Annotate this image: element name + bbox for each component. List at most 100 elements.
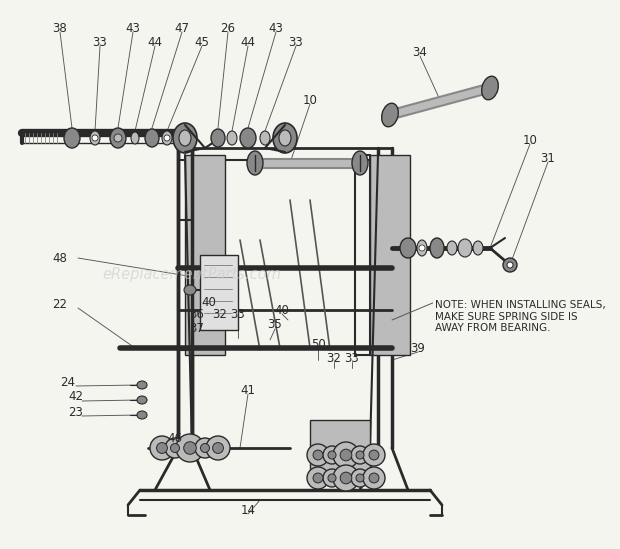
Text: 46: 46 — [167, 432, 182, 445]
Circle shape — [333, 442, 359, 468]
Circle shape — [323, 446, 341, 464]
Circle shape — [323, 469, 341, 487]
Circle shape — [307, 467, 329, 489]
Circle shape — [363, 467, 385, 489]
Text: NOTE: WHEN INSTALLING SEALS,
MAKE SURE SPRING SIDE IS
AWAY FROM BEARING.: NOTE: WHEN INSTALLING SEALS, MAKE SURE S… — [435, 300, 606, 333]
Ellipse shape — [247, 151, 263, 175]
Circle shape — [150, 436, 174, 460]
Ellipse shape — [90, 131, 100, 145]
Circle shape — [184, 442, 197, 455]
Circle shape — [313, 450, 323, 460]
Text: 44: 44 — [241, 36, 255, 48]
Ellipse shape — [64, 128, 80, 148]
Text: 38: 38 — [53, 21, 68, 35]
Circle shape — [328, 474, 336, 482]
Circle shape — [307, 444, 329, 466]
Circle shape — [195, 438, 215, 458]
Text: 44: 44 — [148, 36, 162, 48]
Text: 32: 32 — [213, 309, 228, 322]
Text: 22: 22 — [53, 299, 68, 311]
Text: 10: 10 — [523, 133, 538, 147]
Circle shape — [213, 442, 223, 453]
Ellipse shape — [279, 130, 291, 146]
Circle shape — [340, 472, 352, 484]
Circle shape — [200, 444, 210, 452]
Text: 34: 34 — [412, 46, 427, 59]
Text: 23: 23 — [69, 406, 84, 418]
Circle shape — [351, 469, 369, 487]
Circle shape — [176, 434, 204, 462]
Ellipse shape — [145, 129, 159, 147]
Ellipse shape — [352, 151, 368, 175]
Circle shape — [157, 442, 167, 453]
Text: 37: 37 — [190, 322, 205, 334]
Text: 33: 33 — [231, 309, 246, 322]
Bar — [200, 255, 238, 330]
Circle shape — [333, 465, 359, 491]
Text: 39: 39 — [410, 341, 425, 355]
Ellipse shape — [227, 131, 237, 145]
Text: 24: 24 — [61, 376, 76, 389]
Ellipse shape — [184, 285, 196, 295]
Circle shape — [363, 444, 385, 466]
Ellipse shape — [211, 129, 225, 147]
Circle shape — [206, 436, 230, 460]
Circle shape — [340, 449, 352, 461]
Circle shape — [356, 451, 364, 459]
Text: 36: 36 — [190, 309, 205, 322]
Text: 43: 43 — [268, 21, 283, 35]
Text: 47: 47 — [174, 21, 190, 35]
Bar — [310, 420, 370, 475]
Text: 50: 50 — [311, 339, 326, 351]
Ellipse shape — [137, 411, 147, 419]
Ellipse shape — [131, 132, 139, 144]
Circle shape — [369, 450, 379, 460]
Text: 42: 42 — [68, 390, 84, 404]
Circle shape — [313, 473, 323, 483]
Circle shape — [369, 473, 379, 483]
Ellipse shape — [430, 238, 444, 258]
Ellipse shape — [110, 128, 126, 148]
Ellipse shape — [240, 128, 256, 148]
Ellipse shape — [137, 396, 147, 404]
Text: 33: 33 — [289, 36, 303, 48]
Text: 40: 40 — [202, 295, 216, 309]
Bar — [370, 155, 410, 355]
Text: 33: 33 — [92, 36, 107, 48]
Text: 33: 33 — [345, 351, 360, 365]
Circle shape — [356, 474, 364, 482]
Ellipse shape — [400, 238, 416, 258]
Ellipse shape — [482, 76, 498, 100]
Ellipse shape — [473, 241, 483, 255]
Ellipse shape — [382, 103, 398, 127]
Circle shape — [503, 258, 517, 272]
Text: 43: 43 — [126, 21, 141, 35]
Ellipse shape — [417, 240, 427, 256]
Text: 35: 35 — [268, 318, 282, 332]
Ellipse shape — [273, 123, 297, 153]
Circle shape — [328, 451, 336, 459]
Text: 10: 10 — [303, 93, 317, 107]
Text: 32: 32 — [327, 351, 342, 365]
Text: 26: 26 — [221, 21, 236, 35]
Ellipse shape — [260, 131, 270, 145]
Circle shape — [165, 438, 185, 458]
Circle shape — [419, 245, 425, 251]
Text: 14: 14 — [241, 503, 255, 517]
Text: eReplacementParts.com: eReplacementParts.com — [102, 267, 281, 283]
Circle shape — [114, 134, 122, 142]
Text: 45: 45 — [195, 36, 210, 48]
Text: 48: 48 — [53, 251, 68, 265]
Circle shape — [92, 135, 98, 141]
Circle shape — [507, 262, 513, 268]
Text: 31: 31 — [541, 152, 556, 165]
Ellipse shape — [162, 131, 172, 145]
Circle shape — [170, 444, 180, 452]
Ellipse shape — [179, 130, 191, 146]
Ellipse shape — [458, 239, 472, 257]
Text: 40: 40 — [275, 304, 290, 317]
Bar — [185, 155, 225, 355]
Ellipse shape — [173, 123, 197, 153]
Text: 41: 41 — [241, 384, 255, 396]
Ellipse shape — [137, 381, 147, 389]
